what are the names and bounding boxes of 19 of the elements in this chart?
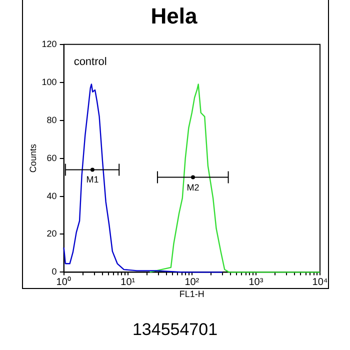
y-tick-label: 80 xyxy=(46,114,57,125)
x-tick-label: 10² xyxy=(184,276,200,288)
y-axis-title: Counts xyxy=(28,144,38,173)
y-tick-label: 40 xyxy=(46,190,57,201)
x-tick-label: 10³ xyxy=(248,276,264,288)
series-label: M1 xyxy=(86,174,99,185)
chart-title: Hela xyxy=(150,3,198,28)
y-tick-label: 120 xyxy=(42,38,57,49)
y-tick-label: 100 xyxy=(42,76,57,87)
x-tick-label: 10¹ xyxy=(120,276,136,288)
annotation: control xyxy=(74,56,107,68)
y-tick-label: 20 xyxy=(46,228,57,239)
x-tick-label: 10⁴ xyxy=(312,276,328,288)
series-label: M2 xyxy=(186,182,200,192)
x-tick-label: 10⁰ xyxy=(56,276,72,288)
x-axis-title: FL1-H xyxy=(179,289,204,300)
y-tick-label: 0 xyxy=(52,266,57,277)
y-tick-label: 60 xyxy=(46,152,57,163)
text: 134554701 xyxy=(131,320,219,340)
